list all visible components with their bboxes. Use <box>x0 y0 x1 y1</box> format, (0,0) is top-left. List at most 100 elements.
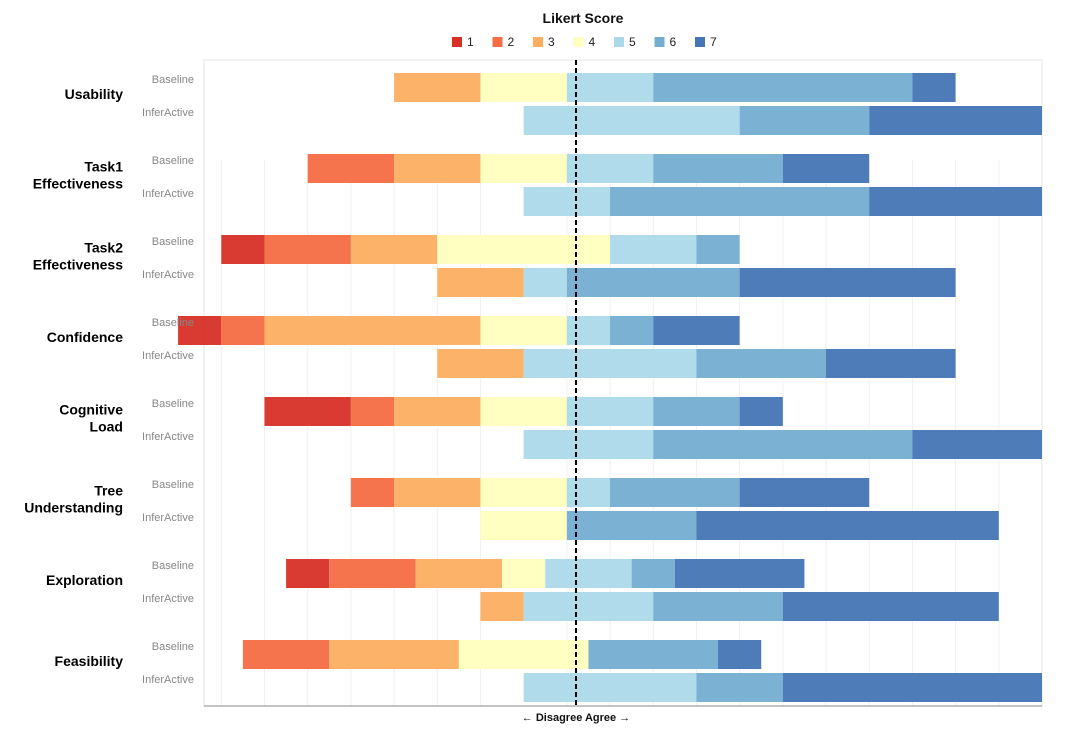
bar-baseline-score-3 <box>394 73 481 102</box>
bar-baseline-score-6 <box>653 397 740 426</box>
category-label-line: Cognitive <box>59 402 123 418</box>
category-label-line: Task1 <box>84 159 123 175</box>
bar-baseline-score-6 <box>653 73 913 102</box>
bar-baseline-score-4 <box>502 559 546 588</box>
bar-baseline-score-4 <box>480 478 567 507</box>
category-label: Feasibility <box>55 653 124 669</box>
bar-inferactive-score-6 <box>566 511 697 540</box>
bar-inferactive-score-5 <box>523 106 740 135</box>
legend-swatch-4 <box>573 37 584 47</box>
bar-inferactive-score-5 <box>523 187 611 216</box>
legend-label-7: 7 <box>710 35 717 49</box>
bar-baseline-score-5 <box>610 235 697 264</box>
category-label: Task2 Effectiveness <box>33 240 123 273</box>
bar-baseline-score-3 <box>350 235 438 264</box>
bar-baseline-score-5 <box>566 478 611 507</box>
category-label-line: Effectiveness <box>33 257 123 273</box>
bar-baseline-score-7 <box>674 559 805 588</box>
bar-baseline-score-6 <box>653 154 783 183</box>
bar-inferactive-score-6 <box>739 106 870 135</box>
category-label: Exploration <box>46 572 123 588</box>
bar-baseline-score-7 <box>782 154 870 183</box>
bar-baseline-score-6 <box>610 478 740 507</box>
bar-baseline-score-4 <box>480 73 567 102</box>
group-label-baseline: Baseline <box>152 560 194 572</box>
group-label-inferactive: InferActive <box>142 269 194 281</box>
bar-inferactive-score-4 <box>480 511 567 540</box>
group-label-inferactive: InferActive <box>142 431 194 443</box>
category-label: Cognitive Load <box>59 402 123 435</box>
category-label-line: Tree <box>94 483 123 499</box>
bars <box>178 73 1042 702</box>
group-label-baseline: Baseline <box>152 236 194 248</box>
category-label-line: Understanding <box>24 500 123 516</box>
bar-baseline-score-1 <box>286 559 330 588</box>
bar-baseline-score-1 <box>178 316 222 345</box>
bar-inferactive-score-5 <box>523 349 697 378</box>
legend-label-3: 3 <box>548 35 555 49</box>
bar-baseline-score-7 <box>912 73 956 102</box>
category-label-line: Feasibility <box>55 653 124 669</box>
group-label-inferactive: InferActive <box>142 350 194 362</box>
bar-inferactive-score-7 <box>826 349 956 378</box>
group-label-baseline: Baseline <box>152 155 194 167</box>
group-label-inferactive: InferActive <box>142 674 194 686</box>
bar-baseline-score-7 <box>653 316 740 345</box>
bar-baseline-score-3 <box>394 154 481 183</box>
bar-baseline-score-3 <box>394 397 481 426</box>
group-label-baseline: Baseline <box>152 398 194 410</box>
category-label: Task1 Effectiveness <box>33 159 123 192</box>
group-label-inferactive: InferActive <box>142 107 194 119</box>
legend-swatch-3 <box>533 37 543 47</box>
bar-baseline-score-1 <box>221 235 265 264</box>
category-label: Usability <box>65 86 124 102</box>
x-axis-label: ← Disagree Agree → <box>522 712 630 724</box>
bar-baseline-score-2 <box>221 316 265 345</box>
legend-label-5: 5 <box>629 35 636 49</box>
bar-inferactive-score-5 <box>523 592 654 621</box>
bar-baseline-score-7 <box>739 478 870 507</box>
bar-baseline-score-5 <box>545 559 632 588</box>
group-label-inferactive: InferActive <box>142 512 194 524</box>
group-label-baseline: Baseline <box>152 641 194 653</box>
bar-baseline-score-5 <box>566 73 654 102</box>
bar-inferactive-score-5 <box>523 673 697 702</box>
bar-baseline-score-4 <box>480 316 567 345</box>
bar-baseline-score-7 <box>739 397 783 426</box>
bar-inferactive-score-3 <box>437 349 524 378</box>
legend-swatch-2 <box>492 37 503 47</box>
bar-baseline-score-2 <box>350 397 395 426</box>
bar-baseline-score-6 <box>588 640 719 669</box>
bar-baseline-score-1 <box>264 397 351 426</box>
bar-inferactive-score-6 <box>653 592 783 621</box>
bar-baseline-score-4 <box>458 640 589 669</box>
bar-baseline-score-5 <box>566 316 611 345</box>
legend-swatch-5 <box>614 37 624 47</box>
bar-inferactive-score-7 <box>696 511 999 540</box>
bar-inferactive-score-7 <box>912 430 1042 459</box>
bar-baseline-score-6 <box>631 559 675 588</box>
bar-baseline-score-3 <box>264 316 481 345</box>
category-labels: Baseline InferActive Usability Baseline Infe… <box>24 74 194 686</box>
legend-swatch-7 <box>695 37 705 47</box>
bar-inferactive-score-7 <box>869 106 1042 135</box>
group-label-baseline: Baseline <box>152 74 194 86</box>
bar-baseline-score-6 <box>696 235 740 264</box>
bar-baseline-score-3 <box>394 478 481 507</box>
bar-baseline-score-3 <box>329 640 459 669</box>
bar-baseline-score-5 <box>566 154 654 183</box>
category-label-line: Task2 <box>84 240 123 256</box>
category-label: Tree Understanding <box>24 483 123 516</box>
group-label-baseline: Baseline <box>152 317 194 329</box>
bar-baseline-score-5 <box>566 397 654 426</box>
bar-inferactive-score-3 <box>437 268 524 297</box>
legend-label-1: 1 <box>467 35 474 49</box>
bar-baseline-score-4 <box>437 235 611 264</box>
category-label: Confidence <box>47 329 123 345</box>
bar-inferactive-score-7 <box>782 592 999 621</box>
bar-inferactive-score-6 <box>566 268 740 297</box>
bar-baseline-score-2 <box>329 559 416 588</box>
group-label-inferactive: InferActive <box>142 188 194 200</box>
bar-inferactive-score-7 <box>869 187 1042 216</box>
